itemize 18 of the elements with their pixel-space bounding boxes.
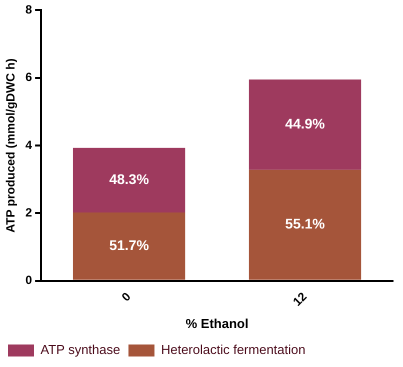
legend-label: ATP synthase bbox=[40, 342, 120, 358]
y-tick-label: 4 bbox=[25, 138, 32, 152]
x-tick-label: 12 bbox=[290, 289, 310, 309]
x-axis-title: % Ethanol bbox=[186, 316, 248, 331]
bar bbox=[72, 212, 186, 280]
legend-label: Heterolactic fermentation bbox=[160, 342, 306, 358]
bar bbox=[72, 148, 186, 212]
annotation: 51.7% bbox=[109, 236, 150, 253]
annotation: 48.3% bbox=[109, 171, 150, 188]
y-tick-label: 0 bbox=[25, 273, 32, 288]
bar bbox=[248, 170, 362, 280]
bar bbox=[248, 80, 362, 170]
y-tick-label: 8 bbox=[25, 2, 32, 17]
y-axis-title: ATP produced (mmol/gDWC h) bbox=[4, 58, 18, 233]
annotation: 55.1% bbox=[285, 216, 326, 232]
y-tick-label: 2 bbox=[25, 205, 32, 220]
y-tick-label: 6 bbox=[25, 70, 32, 84]
annotation: 44.9% bbox=[285, 116, 326, 132]
